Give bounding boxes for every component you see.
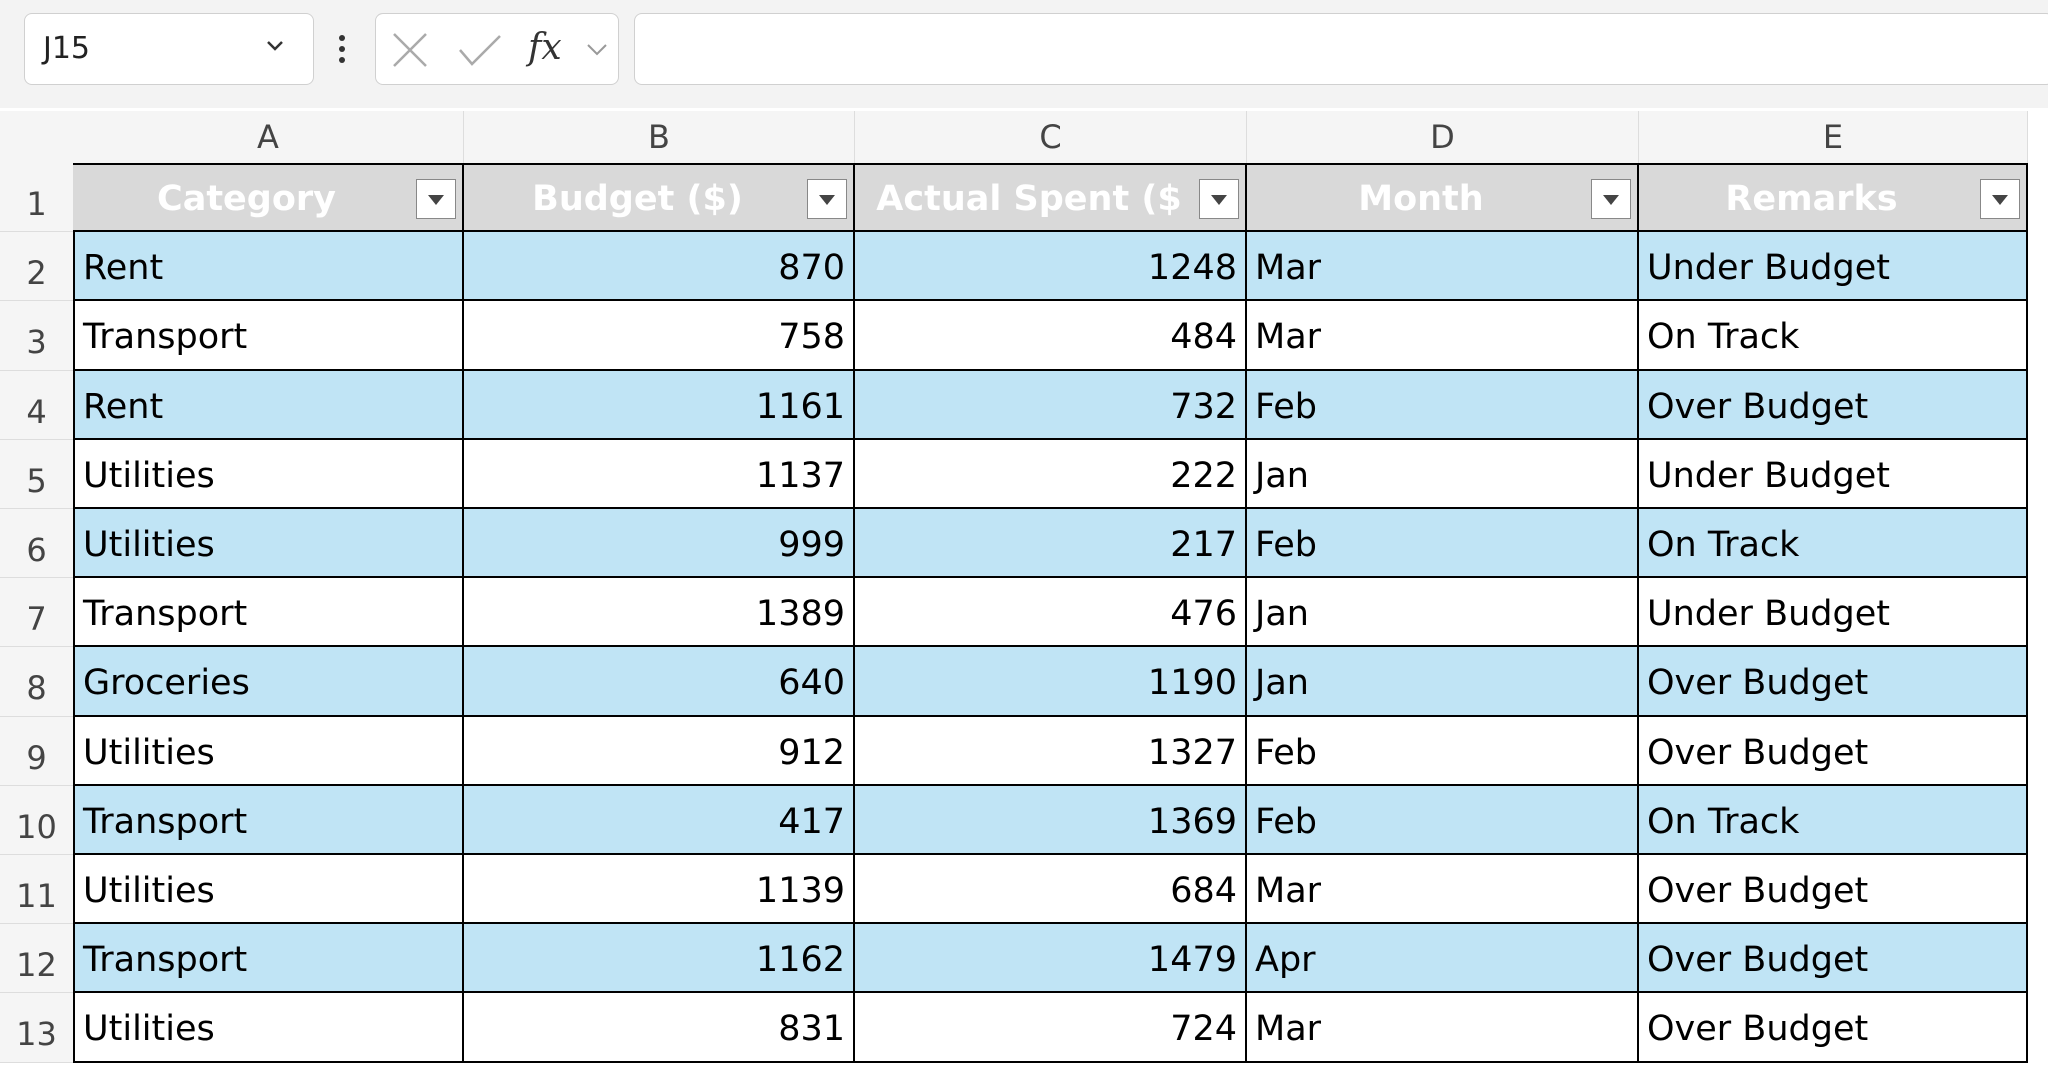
column-header[interactable]: C: [855, 111, 1247, 163]
row-header[interactable]: 4: [0, 370, 73, 440]
name-box-dropdown[interactable]: [265, 36, 285, 56]
table-cell[interactable]: Feb: [1247, 509, 1639, 579]
cancel-enter-icons[interactable]: [390, 30, 520, 70]
fx-dropdown[interactable]: [585, 40, 609, 60]
table-cell[interactable]: Mar: [1247, 993, 1639, 1063]
row-header[interactable]: 7: [0, 578, 73, 648]
table-header-cell[interactable]: Budget ($): [464, 163, 855, 233]
table-cell[interactable]: 484: [855, 301, 1247, 371]
name-box[interactable]: J15: [24, 13, 314, 85]
row-header[interactable]: 2: [0, 232, 73, 302]
table-cell[interactable]: 912: [464, 716, 855, 786]
table-cell[interactable]: On Track: [1639, 509, 2028, 579]
table-cell[interactable]: 684: [855, 855, 1247, 925]
table-cell[interactable]: Under Budget: [1639, 439, 2028, 509]
table-cell[interactable]: Mar: [1247, 855, 1639, 925]
table-cell[interactable]: 1161: [464, 370, 855, 440]
table-cell[interactable]: Under Budget: [1639, 578, 2028, 648]
filter-arrow: [1211, 195, 1227, 205]
row-header[interactable]: 9: [0, 716, 73, 786]
table-cell[interactable]: Under Budget: [1639, 232, 2028, 302]
row-header[interactable]: 5: [0, 439, 73, 509]
table-cell[interactable]: 1248: [855, 232, 1247, 302]
table-cell[interactable]: Over Budget: [1639, 993, 2028, 1063]
table-cell[interactable]: 999: [464, 509, 855, 579]
table-cell[interactable]: Jan: [1247, 647, 1639, 717]
table-cell[interactable]: Transport: [73, 301, 464, 371]
table-cell[interactable]: 222: [855, 439, 1247, 509]
formula-input[interactable]: [634, 13, 2048, 85]
table-cell[interactable]: Groceries: [73, 647, 464, 717]
select-all[interactable]: [0, 111, 73, 163]
row-header[interactable]: 3: [0, 301, 73, 371]
table-header-cell[interactable]: Month: [1247, 163, 1639, 233]
filter-arrow: [428, 195, 444, 205]
column-header[interactable]: D: [1247, 111, 1639, 163]
table-cell[interactable]: 1139: [464, 855, 855, 925]
table-cell[interactable]: 1162: [464, 924, 855, 994]
table-cell[interactable]: Over Budget: [1639, 716, 2028, 786]
table-cell[interactable]: Over Budget: [1639, 370, 2028, 440]
table-cell[interactable]: 831: [464, 993, 855, 1063]
table-header-cell[interactable]: Remarks: [1639, 163, 2028, 233]
table-cell[interactable]: On Track: [1639, 301, 2028, 371]
table-cell[interactable]: Over Budget: [1639, 855, 2028, 925]
table-cell[interactable]: 1389: [464, 578, 855, 648]
more-menu[interactable]: [336, 32, 348, 66]
filter-arrow: [1603, 195, 1619, 205]
table-cell[interactable]: Utilities: [73, 716, 464, 786]
table-cell[interactable]: 758: [464, 301, 855, 371]
row-header[interactable]: 1: [0, 163, 73, 233]
table-cell[interactable]: Utilities: [73, 509, 464, 579]
table-cell[interactable]: 476: [855, 578, 1247, 648]
table-cell[interactable]: Feb: [1247, 370, 1639, 440]
table-cell[interactable]: 217: [855, 509, 1247, 579]
table-cell[interactable]: Transport: [73, 785, 464, 855]
insert-function[interactable]: fx: [528, 27, 562, 68]
table-cell[interactable]: 1369: [855, 785, 1247, 855]
table-cell[interactable]: Mar: [1247, 232, 1639, 302]
table-cell[interactable]: Transport: [73, 578, 464, 648]
table-cell[interactable]: Jan: [1247, 578, 1639, 648]
table-cell[interactable]: 732: [855, 370, 1247, 440]
table-cell[interactable]: Rent: [73, 370, 464, 440]
table-cell[interactable]: Transport: [73, 924, 464, 994]
table-cell[interactable]: 417: [464, 785, 855, 855]
table-cell[interactable]: Over Budget: [1639, 924, 2028, 994]
table-header-cell[interactable]: Category: [73, 163, 464, 233]
table-cell[interactable]: Over Budget: [1639, 647, 2028, 717]
table-cell[interactable]: 1190: [855, 647, 1247, 717]
table-cell[interactable]: Apr: [1247, 924, 1639, 994]
row-header[interactable]: 6: [0, 509, 73, 579]
table-cell[interactable]: 724: [855, 993, 1247, 1063]
table-cell[interactable]: 1137: [464, 439, 855, 509]
table-cell[interactable]: Utilities: [73, 993, 464, 1063]
table-cell[interactable]: Feb: [1247, 785, 1639, 855]
row-header[interactable]: 10: [0, 785, 73, 855]
table-header-cell[interactable]: Actual Spent ($: [855, 163, 1247, 233]
table-cell[interactable]: Feb: [1247, 716, 1639, 786]
row-header[interactable]: 13: [0, 993, 73, 1063]
table-cell[interactable]: 640: [464, 647, 855, 717]
column-header[interactable]: A: [73, 111, 464, 163]
table-cell[interactable]: Mar: [1247, 301, 1639, 371]
row-header[interactable]: 8: [0, 647, 73, 717]
column-header[interactable]: E: [1639, 111, 2028, 163]
row-header[interactable]: 11: [0, 855, 73, 925]
table-cell[interactable]: 1479: [855, 924, 1247, 994]
column-header[interactable]: B: [464, 111, 855, 163]
table-cell[interactable]: 1327: [855, 716, 1247, 786]
filter-arrow: [819, 195, 835, 205]
table-cell[interactable]: Utilities: [73, 439, 464, 509]
row-header[interactable]: 12: [0, 924, 73, 994]
formula-buttons: [375, 13, 619, 85]
table-cell[interactable]: Jan: [1247, 439, 1639, 509]
table-cell[interactable]: Utilities: [73, 855, 464, 925]
table-cell[interactable]: On Track: [1639, 785, 2028, 855]
table-cell[interactable]: Rent: [73, 232, 464, 302]
table-cell[interactable]: 870: [464, 232, 855, 302]
filter-arrow: [1992, 195, 2008, 205]
